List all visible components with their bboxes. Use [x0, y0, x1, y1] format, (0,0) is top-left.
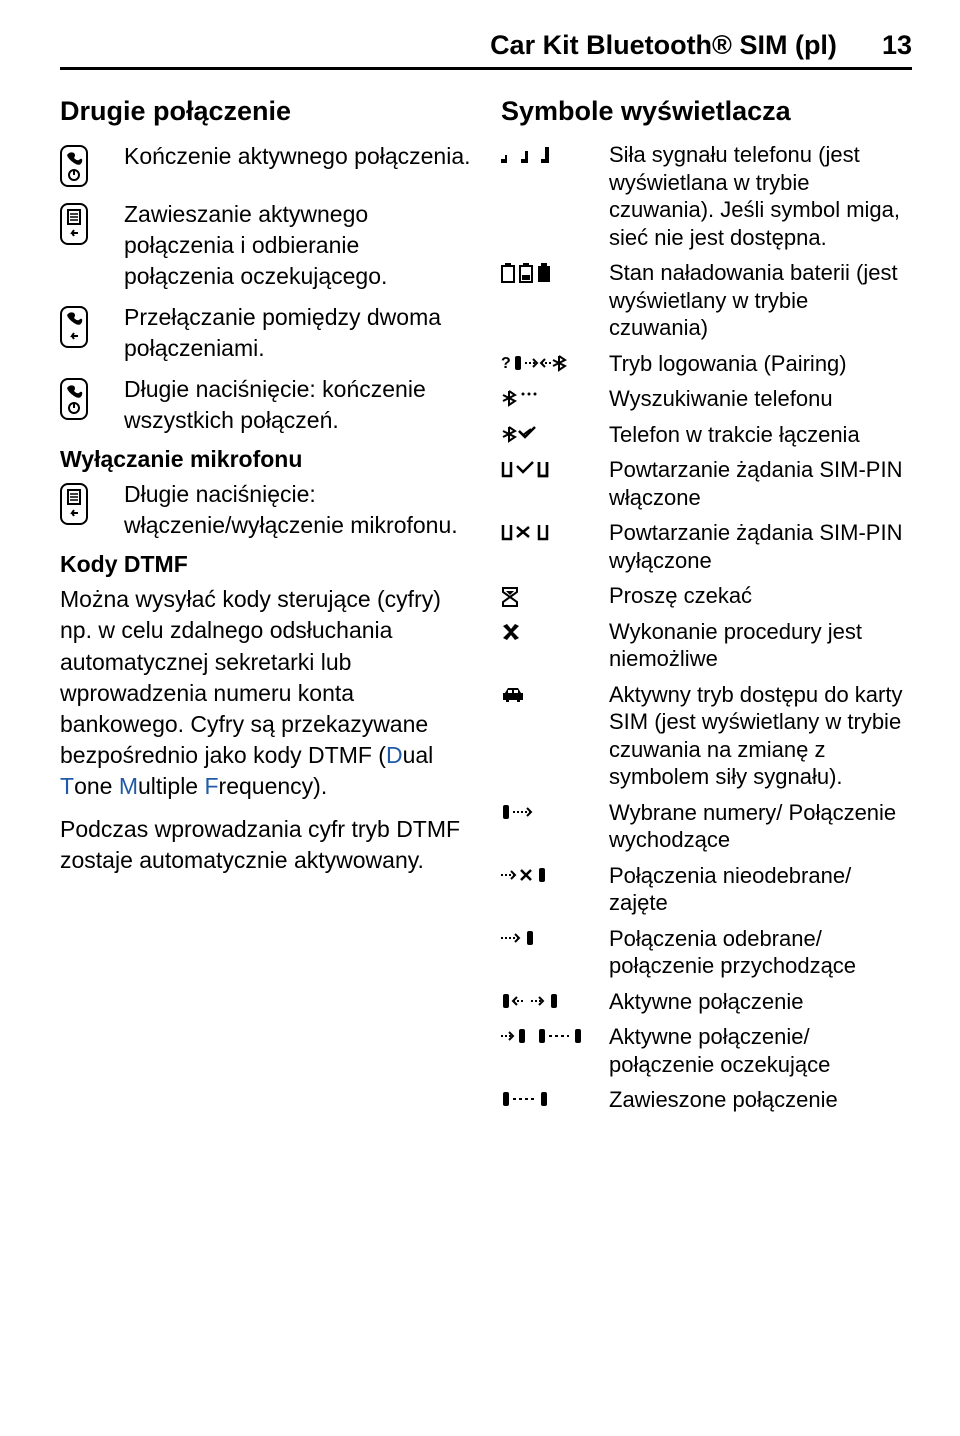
row-end-all: Długie naciśnięcie: kończenie wszystkich…	[60, 374, 471, 436]
sym-active-waiting: Aktywne połączenie/ połączenie oczekując…	[501, 1023, 912, 1078]
button-call-arrow-icon	[60, 302, 124, 350]
sym-held-text: Zawieszone połączenie	[609, 1086, 912, 1114]
sym-battery: Stan naładowania baterii (jest wyświetla…	[501, 259, 912, 342]
para-dtmf-1: Można wysyłać kody sterujące (cyfry) np.…	[60, 584, 471, 801]
cross-icon	[501, 618, 609, 642]
row-mute-text: Długie naciśnięcie: włączenie/wyłączenie…	[124, 479, 471, 541]
mute-prefix: Długie naciśnięcie:	[124, 481, 316, 507]
car-icon	[501, 681, 609, 705]
sym-bt-connect-text: Telefon w trakcie łączenia	[609, 421, 912, 449]
p1tone: one	[74, 773, 119, 799]
p1d: D	[386, 742, 403, 768]
sym-bt-search: Wyszukiwanie telefonu	[501, 385, 912, 413]
button-doc-arrow-icon	[60, 199, 124, 247]
p1f: F	[204, 773, 218, 799]
incoming-icon	[501, 925, 609, 947]
row-switch-text: Przełączanie pomiędzy dwoma połączeniami…	[124, 302, 471, 364]
sym-bt-search-text: Wyszukiwanie telefonu	[609, 385, 912, 413]
svg-text:?: ?	[501, 355, 511, 372]
held-icon	[501, 1086, 609, 1108]
sym-bt-connect: Telefon w trakcie łączenia	[501, 421, 912, 449]
sim-off-icon	[501, 519, 609, 541]
p1mult: ultiple	[138, 773, 204, 799]
sym-incoming: Połączenia odebrane/ połączenie przychod…	[501, 925, 912, 980]
sym-active-text: Aktywne połączenie	[609, 988, 912, 1016]
sym-sim-off: Powtarzanie żądania SIM-PIN wyłączone	[501, 519, 912, 574]
sym-car: Aktywny tryb dostępu do karty SIM (jest …	[501, 681, 912, 791]
p1a: Można wysyłać kody sterujące (cyfry) np.…	[60, 586, 441, 767]
missed-icon	[501, 862, 609, 884]
sym-outgoing-text: Wybrane numery/ Połączenie wychodzące	[609, 799, 912, 854]
sym-impossible-text: Wykonanie procedury jest niemożliwe	[609, 618, 912, 673]
header-title: Car Kit Bluetooth® SIM (pl)	[490, 30, 837, 60]
pairing-icon: ?	[501, 350, 609, 372]
sym-wait-text: Proszę czekać	[609, 582, 912, 610]
p1dual: ual	[403, 742, 434, 768]
heading-drugie: Drugie połączenie	[60, 96, 471, 127]
sym-signal: Siła sygnału telefonu (jest wyświetlana …	[501, 141, 912, 251]
sym-battery-text: Stan naładowania baterii (jest wyświetla…	[609, 259, 912, 342]
row-end-call: Kończenie aktywnego połączenia.	[60, 141, 471, 189]
sym-signal-text: Siła sygnału telefonu (jest wyświetlana …	[609, 141, 912, 251]
sym-impossible: Wykonanie procedury jest niemożliwe	[501, 618, 912, 673]
sym-active-waiting-text: Aktywne połączenie/ połączenie oczekując…	[609, 1023, 912, 1078]
heading-mute: Wyłączanie mikrofonu	[60, 446, 471, 473]
row-end-call-text: Kończenie aktywnego połączenia.	[124, 141, 471, 172]
sym-missed-text: Połączenia nieodebrane/ zajęte	[609, 862, 912, 917]
page-number: 13	[882, 30, 912, 60]
right-column: Symbole wyświetlacza Siła sygnału telefo…	[501, 96, 912, 1122]
bt-connect-icon	[501, 421, 609, 443]
row-switch: Przełączanie pomiędzy dwoma połączeniami…	[60, 302, 471, 364]
sym-car-text: Aktywny tryb dostępu do karty SIM (jest …	[609, 681, 912, 791]
row-hold-answer: Zawieszanie aktywnego połączenia i odbie…	[60, 199, 471, 292]
icon-list-left: Kończenie aktywnego połączenia. Zawiesza…	[60, 141, 471, 436]
bt-search-icon	[501, 385, 609, 407]
active-waiting-icon	[501, 1023, 609, 1045]
button-doc-arrow-icon-2	[60, 479, 124, 527]
sym-pairing-text: Tryb logowania (Pairing)	[609, 350, 912, 378]
sym-active: Aktywne połączenie	[501, 988, 912, 1016]
battery-levels-icon	[501, 259, 609, 283]
sym-missed: Połączenia nieodebrane/ zajęte	[501, 862, 912, 917]
row-end-all-text: Długie naciśnięcie: kończenie wszystkich…	[124, 374, 471, 436]
heading-dtmf: Kody DTMF	[60, 551, 471, 578]
sym-sim-on-text: Powtarzanie żądania SIM-PIN włączone	[609, 456, 912, 511]
heading-symbols: Symbole wyświetlacza	[501, 96, 912, 127]
signal-bars-icon	[501, 141, 609, 163]
p1freq: requency).	[219, 773, 328, 799]
outgoing-icon	[501, 799, 609, 821]
mute-rest: włączenie/wyłączenie mikrofonu.	[124, 512, 458, 538]
left-column: Drugie połączenie Kończenie aktywnego po…	[60, 96, 471, 1122]
hourglass-icon	[501, 582, 609, 608]
button-phone-down-icon-2	[60, 374, 124, 422]
p1t: T	[60, 773, 74, 799]
sym-incoming-text: Połączenia odebrane/ połączenie przychod…	[609, 925, 912, 980]
sym-sim-on: Powtarzanie żądania SIM-PIN włączone	[501, 456, 912, 511]
sym-wait: Proszę czekać	[501, 582, 912, 610]
button-phone-down-icon	[60, 141, 124, 189]
page-header: Car Kit Bluetooth® SIM (pl) 13	[60, 30, 912, 70]
sym-sim-off-text: Powtarzanie żądania SIM-PIN wyłączone	[609, 519, 912, 574]
sym-pairing: ? Tryb logowania (Pairing)	[501, 350, 912, 378]
sym-outgoing: Wybrane numery/ Połączenie wychodzące	[501, 799, 912, 854]
sym-held: Zawieszone połączenie	[501, 1086, 912, 1114]
sim-on-icon	[501, 456, 609, 478]
content-columns: Drugie połączenie Kończenie aktywnego po…	[60, 96, 912, 1122]
p1m: M	[119, 773, 138, 799]
row-hold-answer-text: Zawieszanie aktywnego połączenia i odbie…	[124, 199, 471, 292]
para-dtmf-2: Podczas wprowadzania cyfr tryb DTMF zost…	[60, 814, 471, 876]
active-icon	[501, 988, 609, 1010]
row-mute: Długie naciśnięcie: włączenie/wyłączenie…	[60, 479, 471, 541]
